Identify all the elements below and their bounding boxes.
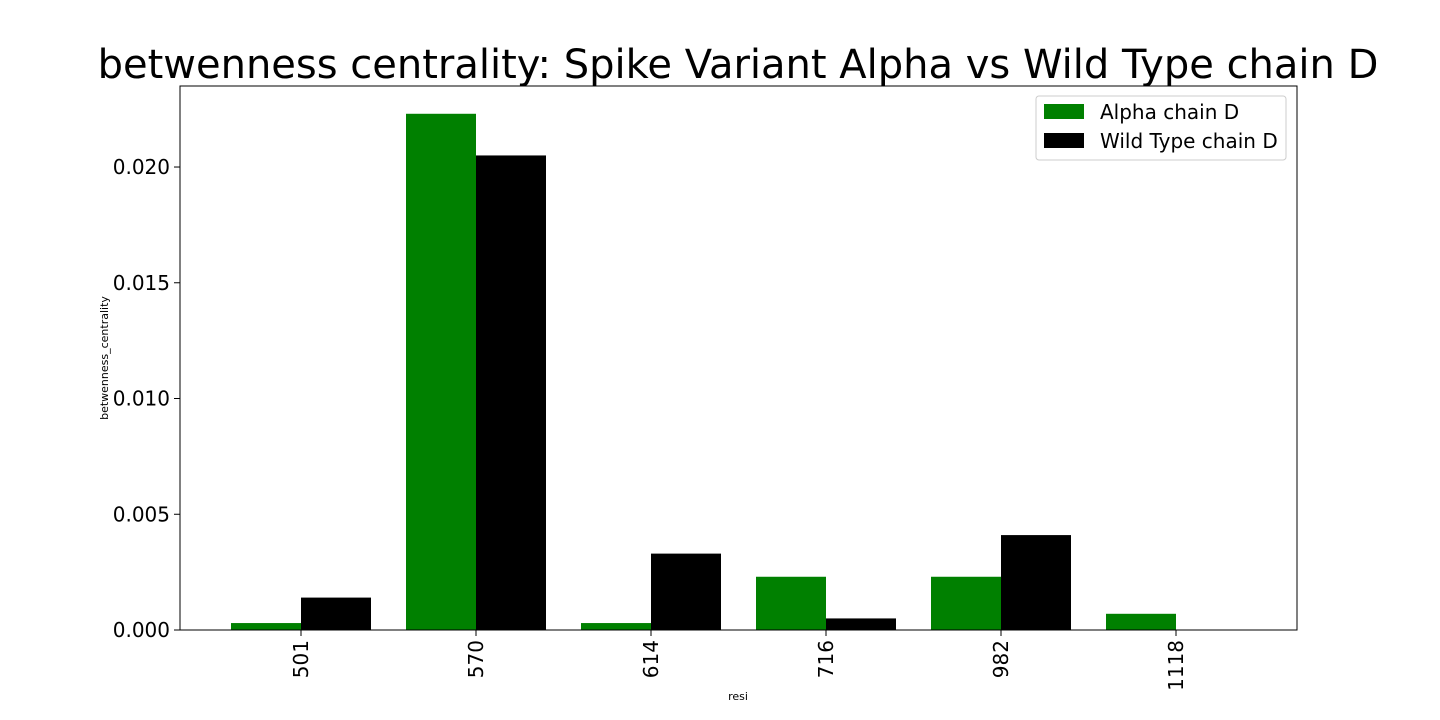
y-tick-label: 0.010 [113,387,170,411]
legend-box [1035,95,1287,161]
y-tick-label: 0.020 [113,155,170,179]
bar-wild-type-570 [476,155,546,630]
bar-alpha-1118 [1106,613,1176,630]
bar-wild-type-982 [1001,535,1071,630]
x-tick-label: 501 [289,640,313,678]
legend-swatch-alpha [1044,104,1084,119]
y-tick-label: 0.005 [113,502,170,526]
plot-frame [179,85,1298,631]
bar-alpha-501 [231,623,301,630]
x-tick-label: 982 [989,640,1013,678]
bars-group [231,113,1176,630]
x-axis-label: resi [728,690,748,703]
bar-alpha-982 [931,576,1001,630]
chart-title: betwenness centrality: Spike Variant Alp… [98,42,1379,88]
y-axis: 0.000 0.005 0.010 0.015 0.020 [113,155,180,642]
bar-wild-type-501 [301,597,371,630]
bar-wild-type-716 [826,618,896,630]
legend: Alpha chain D Wild Type chain D [1035,95,1287,161]
bar-alpha-570 [406,113,476,630]
bar-alpha-716 [756,576,826,630]
bar-alpha-614 [581,623,651,630]
x-tick-label: 1118 [1164,640,1188,691]
y-tick-label: 0.015 [113,271,170,295]
bar-wild-type-614 [651,553,721,630]
legend-label-wild-type: Wild Type chain D [1100,129,1278,153]
x-tick-label: 570 [464,640,488,678]
legend-label-alpha: Alpha chain D [1100,100,1239,124]
y-tick-label: 0.000 [113,618,170,642]
x-tick-label: 716 [814,640,838,678]
x-axis: 501 570 614 716 982 1118 [289,630,1188,691]
x-tick-label: 614 [639,640,663,678]
legend-swatch-wild-type [1044,133,1084,148]
y-axis-label: betwenness_centrality [98,296,111,420]
